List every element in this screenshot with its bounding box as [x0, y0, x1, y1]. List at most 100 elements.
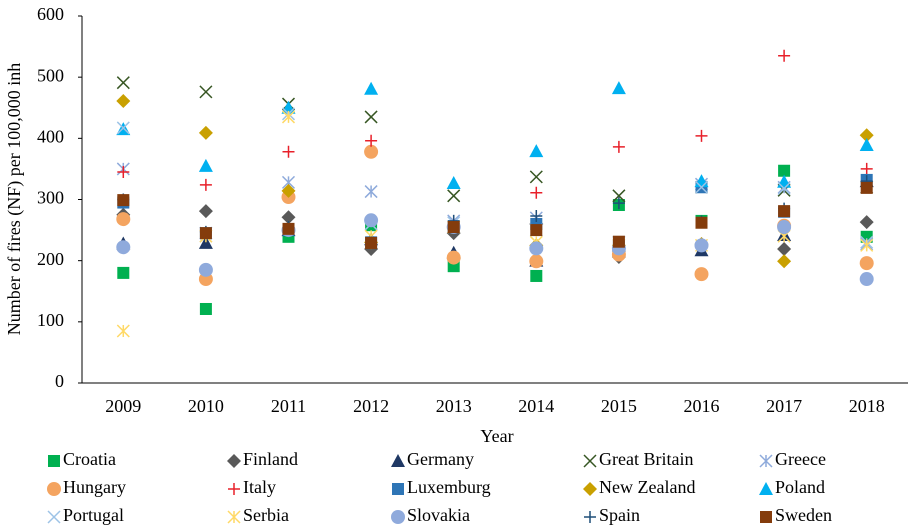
point	[778, 49, 791, 62]
point	[198, 235, 213, 249]
point	[530, 224, 543, 237]
point	[695, 129, 708, 142]
legend-marker	[227, 510, 241, 524]
point	[364, 110, 378, 124]
legend-label: Hungary	[63, 477, 126, 497]
point	[198, 125, 213, 140]
point	[198, 158, 213, 172]
point	[777, 220, 792, 235]
legend-marker	[47, 482, 61, 496]
legend-marker	[584, 511, 596, 523]
point	[860, 238, 874, 252]
y-tick-label: 200	[37, 249, 64, 269]
x-tick-label: 2010	[188, 396, 224, 416]
legend-marker	[227, 454, 241, 468]
point	[364, 185, 378, 199]
legend-label: Serbia	[243, 505, 289, 525]
y-tick-label: 0	[55, 371, 64, 391]
legend-label: Germany	[407, 449, 474, 469]
x-tick-label: 2009	[105, 396, 141, 416]
point	[446, 175, 461, 189]
x-tick-label: 2011	[271, 396, 306, 416]
legend-label: Slovakia	[407, 505, 470, 525]
point	[778, 164, 791, 177]
point	[282, 145, 295, 158]
point	[116, 212, 131, 227]
point	[199, 227, 212, 240]
legend-marker	[47, 510, 61, 524]
point	[117, 165, 130, 178]
legend-label: Croatia	[63, 449, 116, 469]
y-axis-title: Number of fires (NF) per 100,000 inh	[4, 63, 25, 335]
point	[777, 181, 791, 196]
point	[529, 254, 544, 269]
point	[198, 204, 213, 219]
point	[364, 213, 379, 228]
point	[116, 121, 130, 135]
point	[530, 186, 543, 199]
point	[860, 181, 873, 194]
point	[529, 170, 543, 184]
point	[529, 144, 544, 158]
point	[116, 240, 131, 255]
legend-label: Spain	[599, 505, 640, 525]
point	[199, 178, 212, 191]
point	[281, 110, 296, 124]
point	[117, 194, 130, 207]
legend-marker	[583, 454, 597, 468]
legend-marker	[228, 483, 240, 495]
point	[612, 140, 625, 153]
point	[116, 94, 131, 109]
point	[859, 256, 874, 271]
point	[446, 250, 461, 265]
point	[777, 242, 792, 257]
point	[694, 180, 709, 194]
point	[859, 138, 874, 152]
x-tick-label: 2015	[601, 396, 637, 416]
legend-marker	[391, 510, 405, 524]
legend-marker	[48, 455, 60, 467]
point	[117, 266, 130, 279]
point	[116, 76, 130, 90]
legend-label: Sweden	[775, 505, 832, 525]
y-tick-label: 100	[37, 310, 64, 330]
legend-label: Luxemburg	[407, 477, 491, 497]
point	[612, 189, 626, 203]
x-axis-title: Year	[480, 426, 513, 446]
point	[447, 221, 460, 234]
point	[530, 210, 543, 223]
point	[778, 205, 791, 218]
x-tick-label: 2016	[684, 396, 720, 416]
legend-marker	[760, 511, 772, 523]
legend-label: Greece	[775, 449, 826, 469]
legend-marker	[583, 482, 597, 496]
x-tick-label: 2012	[353, 396, 389, 416]
point	[860, 162, 873, 175]
point	[364, 81, 379, 95]
x-tick-label: 2013	[436, 396, 472, 416]
point	[282, 222, 295, 235]
point	[116, 324, 130, 338]
legend-label: Poland	[775, 477, 825, 497]
point	[695, 216, 708, 229]
legend-label: New Zealand	[599, 477, 695, 497]
legend-label: Italy	[243, 477, 276, 497]
point	[859, 215, 874, 230]
point	[694, 267, 709, 282]
point	[198, 262, 213, 277]
legend-marker	[759, 454, 773, 468]
legend-marker	[391, 454, 405, 467]
x-tick-label: 2017	[766, 396, 802, 416]
point	[447, 189, 461, 203]
point	[859, 272, 874, 287]
x-tick-label: 2018	[849, 396, 885, 416]
legend-marker	[759, 482, 773, 495]
point	[199, 302, 212, 315]
legend-label: Portugal	[63, 505, 124, 525]
y-tick-label: 500	[37, 65, 64, 85]
y-tick-label: 400	[37, 126, 64, 146]
point	[694, 174, 709, 188]
point	[365, 134, 378, 147]
y-tick-label: 600	[37, 4, 64, 24]
